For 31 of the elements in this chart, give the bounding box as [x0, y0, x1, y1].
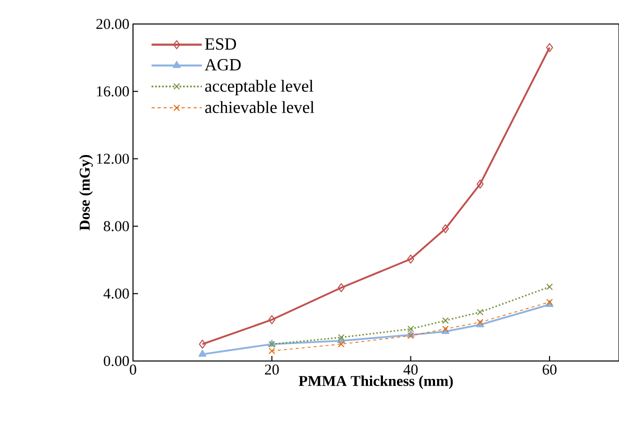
y-tick-label: 0.00	[104, 356, 129, 366]
y-tick-label: 8.00	[104, 221, 129, 232]
x-tick-label: 40	[404, 364, 418, 375]
y-tick-label: 4.00	[104, 288, 129, 299]
point	[268, 315, 276, 324]
point	[407, 254, 414, 264]
point	[407, 326, 414, 332]
y-axis-title: Dose (mGy)	[79, 155, 93, 230]
legend-label: acceptable level	[205, 80, 314, 96]
point	[338, 334, 345, 341]
point	[476, 180, 484, 189]
point	[338, 340, 345, 348]
y-tick-label: 12.00	[97, 154, 129, 164]
legend-label: ESD	[205, 38, 236, 50]
legend-label: AGD	[204, 59, 241, 70]
point	[198, 340, 206, 349]
point	[442, 224, 449, 234]
point	[546, 43, 554, 52]
x-axis-title: PMMA Thickness (mm)	[298, 376, 453, 390]
x-tick-label: 60	[542, 364, 556, 375]
point	[442, 317, 449, 324]
y-tick-label: 16.00	[97, 86, 129, 96]
legend-label: achievable level	[205, 101, 314, 114]
point	[198, 350, 206, 357]
point	[546, 284, 553, 290]
x-tick-label: 20	[265, 364, 279, 375]
point	[268, 348, 276, 354]
x-tick-label: 0	[130, 364, 136, 375]
point	[338, 283, 345, 292]
y-tick-label: 20.00	[96, 18, 129, 30]
point	[476, 308, 484, 316]
